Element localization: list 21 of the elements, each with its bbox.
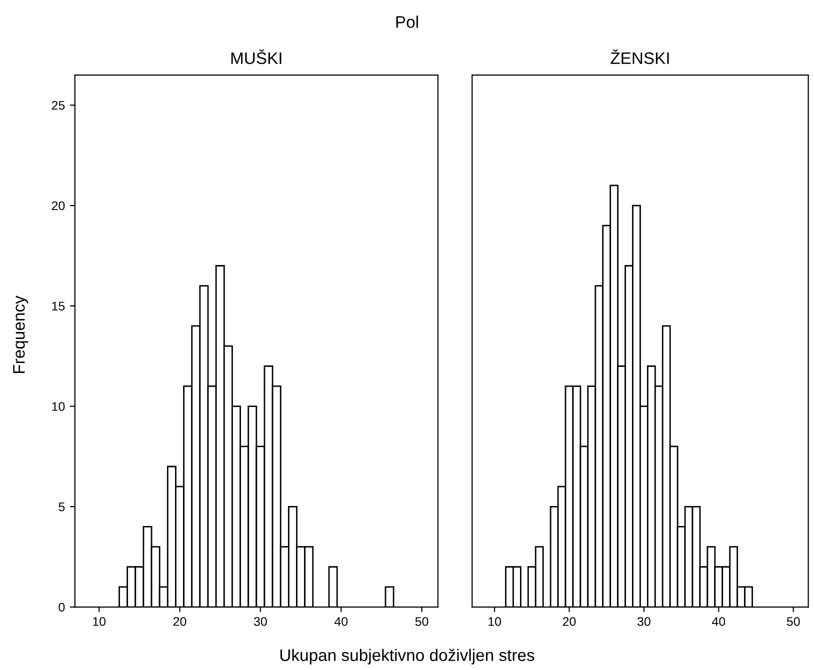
x-tick-label: 10 [93,617,106,626]
x-tick-label: 40 [334,617,348,626]
y-tick-label: 0 [58,602,65,612]
y-tick-label: 15 [52,302,65,311]
x-tick-label: 30 [254,617,267,626]
chart-title: MUŠKI [231,49,282,64]
x-tick-label: 30 [637,617,650,626]
y-tick-label: 5 [58,502,65,512]
chart-title: ŽENSKI [610,49,669,64]
x-tick-label: 20 [562,617,576,626]
x-tick-label: 50 [415,617,428,626]
x-tick-label: 50 [786,617,800,626]
y-tick-label: 10 [52,402,65,411]
x-tick-label: 20 [173,617,186,626]
y-tick-label: 25 [52,100,65,110]
y-axis-title: Frequency [13,296,28,373]
text: Pol [396,16,418,28]
y-tick-label: 20 [52,201,65,210]
x-tick-label: 10 [488,617,501,626]
x-axis-title: Ukupan subjektivno doživljen stres [280,648,534,664]
x-tick-label: 40 [712,617,726,626]
